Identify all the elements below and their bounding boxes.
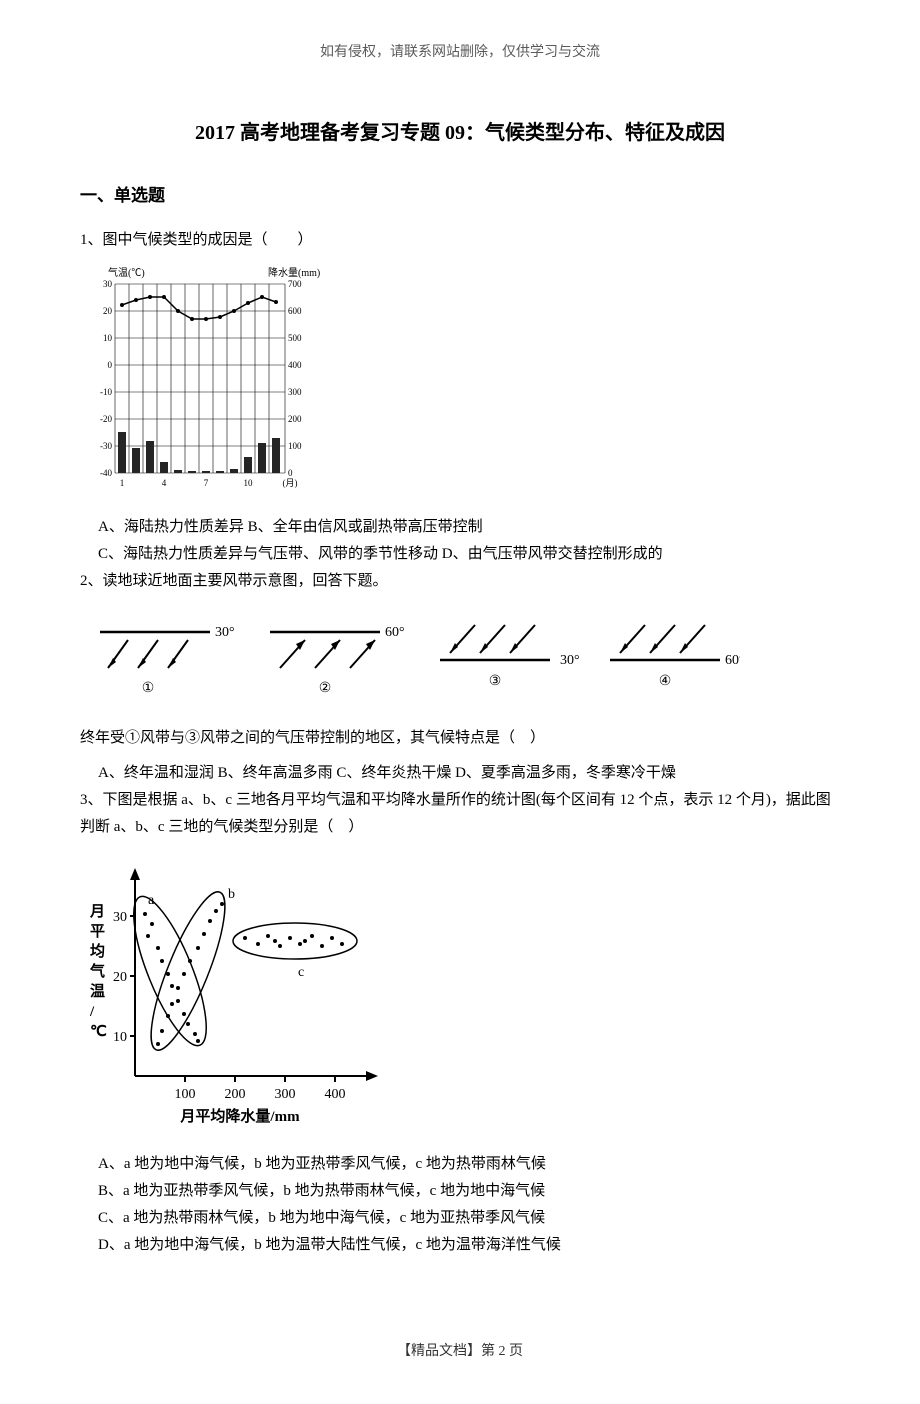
scatter-label-a: a <box>148 893 155 908</box>
svg-text:4: 4 <box>162 478 167 488</box>
svg-text:①: ① <box>142 681 155 696</box>
chart-y-left-ticks: 30 20 10 0 -10 -20 -30 -40 <box>100 279 113 478</box>
chart-y-right-ticks: 700 600 500 400 300 200 100 0 <box>288 279 302 478</box>
scatter-y-ticks: 30 20 10 <box>113 910 135 1045</box>
svg-text:200: 200 <box>225 1087 246 1102</box>
q3-option-b: B、a 地为亚热带季风气候，b 地为热带雨林气候，c 地为地中海气候 <box>80 1178 840 1205</box>
svg-text:平: 平 <box>90 923 105 940</box>
svg-text:700: 700 <box>288 279 302 289</box>
svg-text:1: 1 <box>120 478 125 488</box>
wind-group-3: 30° ③ <box>440 625 580 689</box>
q3-option-a: A、a 地为地中海气候，b 地为亚热带季风气候，c 地为热带雨林气候 <box>80 1151 840 1178</box>
scatter-xlabel: 月平均降水量/mm <box>179 1107 300 1125</box>
chart-x-ticks: 1 4 7 10 (月) <box>120 478 298 488</box>
scatter-region-c <box>233 923 357 959</box>
svg-text:/: / <box>89 1004 95 1020</box>
svg-text:400: 400 <box>325 1087 346 1102</box>
svg-text:30°: 30° <box>215 625 235 640</box>
svg-text:60°: 60° <box>725 653 740 668</box>
q3-chart: 月 平 均 气 温 / ℃ 30 20 10 100 200 <box>80 856 840 1136</box>
svg-text:10: 10 <box>244 478 254 488</box>
svg-text:30: 30 <box>103 279 113 289</box>
q2-options: A、终年温和湿润 B、终年高温多雨 C、终年炎热干燥 D、夏季高温多雨，冬季寒冷… <box>80 760 840 787</box>
svg-text:100: 100 <box>175 1087 196 1102</box>
svg-text:③: ③ <box>489 674 502 689</box>
svg-text:温: 温 <box>90 983 105 1000</box>
svg-text:-10: -10 <box>100 387 112 397</box>
q1-option-line1: A、海陆热力性质差异 B、全年由信风或副热带高压带控制 <box>80 514 840 541</box>
svg-text:600: 600 <box>288 306 302 316</box>
scatter-label-b: b <box>228 887 235 902</box>
svg-text:②: ② <box>319 681 332 696</box>
svg-text:30°: 30° <box>560 653 580 668</box>
scatter-region-b <box>138 884 239 1057</box>
wind-group-1: 30° ① <box>100 625 235 696</box>
scatter-ylabel: 月 平 均 气 温 / ℃ <box>89 903 107 1040</box>
svg-text:月: 月 <box>89 903 105 920</box>
scatter-x-ticks: 100 200 300 400 <box>175 1076 346 1102</box>
svg-text:500: 500 <box>288 333 302 343</box>
q2-diagram: 30° ① 60° ② 30° <box>80 610 840 710</box>
svg-text:10: 10 <box>103 333 113 343</box>
svg-text:气: 气 <box>89 962 105 980</box>
svg-text:均: 均 <box>90 942 105 960</box>
svg-text:(月): (月) <box>283 478 298 488</box>
scatter-dots-c <box>243 934 344 948</box>
svg-text:400: 400 <box>288 360 302 370</box>
svg-text:20: 20 <box>103 306 113 316</box>
q3-option-d: D、a 地为地中海气候，b 地为温带大陆性气候，c 地为温带海洋性气候 <box>80 1232 840 1259</box>
svg-text:10: 10 <box>113 1030 127 1045</box>
svg-text:-40: -40 <box>100 468 112 478</box>
svg-text:30: 30 <box>113 910 127 925</box>
svg-text:20: 20 <box>113 970 127 985</box>
svg-text:-20: -20 <box>100 414 112 424</box>
q3-text: 3、下图是根据 a、b、c 三地各月平均气温和平均降水量所作的统计图(每个区间有… <box>80 787 840 841</box>
section-heading: 一、单选题 <box>80 181 840 212</box>
footer: 【精品文档】第 2 页 <box>80 1339 840 1364</box>
svg-text:200: 200 <box>288 414 302 424</box>
svg-text:100: 100 <box>288 441 302 451</box>
scatter-label-c: c <box>298 965 304 980</box>
svg-text:300: 300 <box>288 387 302 397</box>
svg-text:7: 7 <box>204 478 209 488</box>
chart-y-left-label: 气温(℃) <box>108 266 145 279</box>
svg-text:-30: -30 <box>100 441 112 451</box>
svg-text:300: 300 <box>275 1087 296 1102</box>
wind-group-4: 60° ④ <box>610 625 740 689</box>
page-title: 2017 高考地理备考复习专题 09：气候类型分布、特征及成因 <box>80 115 840 151</box>
q2-text: 2、读地球近地面主要风带示意图，回答下题。 <box>80 568 840 595</box>
q1-chart: 气温(℃) 降水量(mm) <box>80 264 840 504</box>
q2-subtext: 终年受①风带与③风带之间的气压带控制的地区，其气候特点是（ ） <box>80 725 840 752</box>
svg-text:④: ④ <box>659 674 672 689</box>
svg-text:0: 0 <box>288 468 293 478</box>
chart-y-right-label: 降水量(mm) <box>268 266 320 279</box>
svg-text:0: 0 <box>108 360 113 370</box>
wind-group-2: 60° ② <box>270 625 405 696</box>
q1-text: 1、图中气候类型的成因是（ ） <box>80 227 840 254</box>
q1-option-line2: C、海陆热力性质差异与气压带、风带的季节性移动 D、由气压带风带交替控制形成的 <box>80 541 840 568</box>
svg-text:℃: ℃ <box>90 1024 107 1040</box>
header-note: 如有侵权，请联系网站删除，仅供学习与交流 <box>80 40 840 65</box>
svg-text:60°: 60° <box>385 625 405 640</box>
q3-option-c: C、a 地为热带雨林气候，b 地为地中海气候，c 地为亚热带季风气候 <box>80 1205 840 1232</box>
